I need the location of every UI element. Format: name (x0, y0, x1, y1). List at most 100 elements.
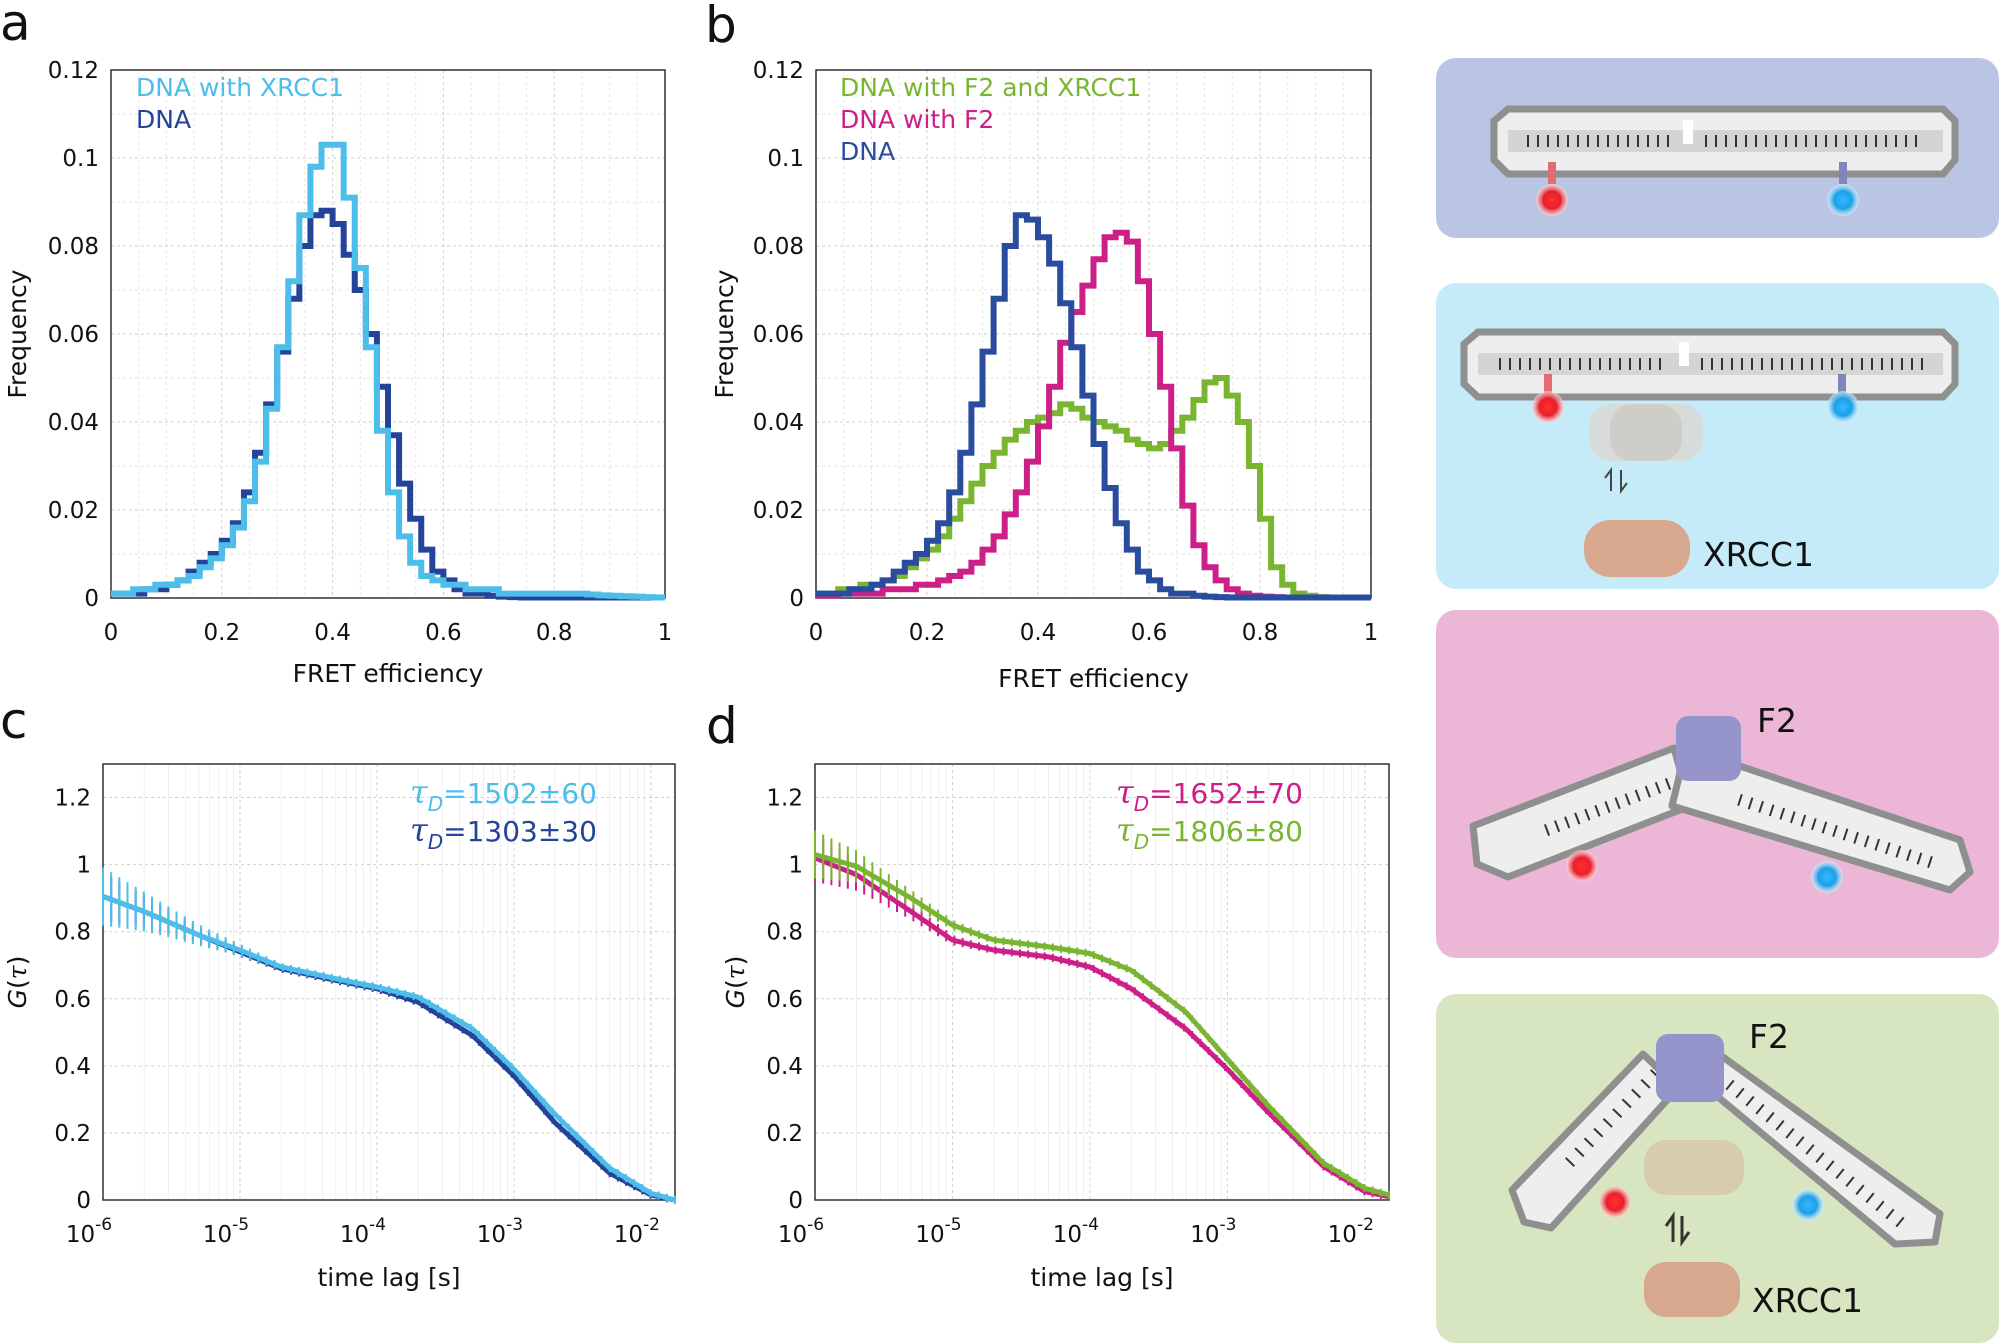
chart-b-fret-histogram: 0 0.02 0.04 0.06 0.08 0.1 0.12 0 0.2 0.4 0.6 0.8 1 DN… (710, 58, 1378, 693)
base-pair-tick (1634, 789, 1641, 802)
panel-letter-b: b (705, 0, 737, 54)
base-pair-tick (1775, 1119, 1785, 1131)
dna-duplex-icon (1460, 328, 1959, 401)
base-pair-tick (1602, 1118, 1613, 1128)
y-tick-label: 0.02 (753, 498, 804, 524)
donor-dye-icon (1827, 374, 1859, 423)
base-pair-tick (1895, 845, 1902, 858)
y-tick-label: 0.1 (767, 146, 804, 172)
base-pair-tick (1853, 831, 1859, 844)
schematic-dna-with-xrcc1: XRCC1 (1436, 283, 1999, 589)
x-tick-label: 10-6 (66, 1215, 112, 1248)
y-tick-label: 0.8 (54, 920, 91, 946)
legend-entry: DNA with F2 and XRCC1 (840, 73, 1141, 102)
y-tick-label: 0.8 (766, 920, 803, 946)
y-tick-label: 0.6 (54, 987, 91, 1013)
base-pair-tick (1664, 778, 1672, 790)
diffusion-time-annotation: τD=1652±70 (1116, 773, 1303, 816)
base-pair-tick (1815, 1152, 1825, 1163)
base-pair-tick (1737, 793, 1743, 807)
base-pair-tick (1779, 807, 1786, 820)
y-tick-label: 0.4 (766, 1054, 803, 1080)
x-tick-label: 0.8 (1242, 620, 1279, 646)
y-tick-label: 0.1 (62, 146, 99, 172)
base-pair-tick (1574, 812, 1581, 825)
base-pair-tick (1745, 1095, 1755, 1107)
base-pair-tick (1863, 835, 1870, 848)
schematic-dna-with-f2-and-xrcc1: F2 XRCC1 (1436, 994, 1999, 1343)
x-tick-label: 10-4 (1053, 1215, 1099, 1248)
x-tick-label: 10-2 (614, 1215, 660, 1248)
x-tick-label: 0.6 (425, 620, 462, 646)
equilibrium-arrows-icon (1604, 467, 1628, 494)
y-tick-label: 0.4 (54, 1054, 91, 1080)
plot-frame (110, 69, 666, 599)
y-tick-label: 0.06 (753, 322, 804, 348)
donor-dye-icon (1827, 162, 1859, 216)
diffusion-time-annotation: τD=1502±60 (410, 773, 597, 816)
base-pair-tick (1631, 1088, 1642, 1099)
y-tick-label: 0.08 (753, 234, 804, 260)
base-pair-tick (1765, 1111, 1775, 1123)
x-tick-label: 0 (809, 620, 824, 646)
base-pair-tick (1927, 855, 1933, 869)
plot-frame (102, 763, 676, 1201)
acceptor-dye-icon (1566, 850, 1598, 882)
y-tick-label: 0.12 (48, 58, 99, 84)
diffusion-time-annotation: τD=1303±30 (410, 811, 597, 854)
f2-protein (1676, 716, 1741, 781)
base-pair-tick (1845, 1176, 1855, 1188)
diffusion-time-annotation: τD=1806±80 (1116, 811, 1303, 854)
f2-protein (1656, 1034, 1724, 1102)
y-tick-label: 0.02 (48, 498, 99, 524)
xrcc1-protein (1644, 1262, 1740, 1317)
y-tick-label: 0.6 (766, 987, 803, 1013)
x-axis-label: FRET efficiency (293, 659, 484, 688)
x-tick-label: 0.2 (909, 620, 946, 646)
base-pair-tick (1821, 821, 1828, 834)
panel-letter-c: c (0, 692, 28, 750)
y-tick-label: 0.12 (753, 58, 804, 84)
base-pair-tick (1612, 1108, 1623, 1118)
base-pair-tick (1564, 816, 1571, 829)
y-axis-label: G(τ) (3, 956, 32, 1009)
y-axis-label: G(τ) (721, 956, 750, 1009)
panel-letter-d: d (706, 697, 738, 755)
equilibrium-arrows-icon (1664, 1211, 1691, 1247)
dna-duplex-icon (1469, 744, 1974, 894)
y-tick-label: 0.04 (753, 410, 804, 436)
base-pair-tick (1875, 1200, 1885, 1212)
base-pair-tick (1614, 797, 1621, 810)
base-pair-tick (1811, 818, 1817, 831)
base-pair-tick (1895, 1216, 1905, 1228)
f2-label: F2 (1757, 701, 1797, 740)
x-axis-label: time lag [s] (1030, 1263, 1173, 1292)
base-pair-tick (1825, 1160, 1835, 1171)
f2-label: F2 (1749, 1017, 1789, 1056)
xrcc1-bound-ghost (1644, 1140, 1744, 1195)
base-pair-tick (1785, 1128, 1795, 1139)
y-tick-label: 1.2 (766, 786, 803, 812)
x-tick-label: 0.2 (204, 620, 241, 646)
y-tick-label: 0.08 (48, 234, 99, 260)
base-pair-tick (1543, 824, 1551, 836)
base-pair-tick (1747, 797, 1754, 810)
base-pair-tick (1916, 852, 1923, 865)
histogram-series (111, 141, 665, 601)
x-tick-label: 10-2 (1328, 1215, 1374, 1248)
y-tick-label: 1 (76, 853, 91, 879)
x-tick-label: 1 (658, 620, 673, 646)
base-pair-tick (1735, 1087, 1745, 1099)
base-pair-tick (1624, 793, 1631, 806)
y-tick-label: 0.2 (54, 1121, 91, 1147)
legend-entry: DNA (136, 105, 191, 134)
y-tick-label: 0 (788, 1188, 803, 1214)
base-pair-tick (1795, 1136, 1805, 1147)
base-pair-tick (1583, 1137, 1594, 1148)
base-pair-tick (1554, 820, 1561, 833)
y-tick-label: 0 (76, 1188, 91, 1214)
x-tick-label: 10-3 (1190, 1215, 1236, 1248)
acceptor-dye-icon (1536, 162, 1568, 216)
legend-entry: DNA (840, 137, 895, 166)
